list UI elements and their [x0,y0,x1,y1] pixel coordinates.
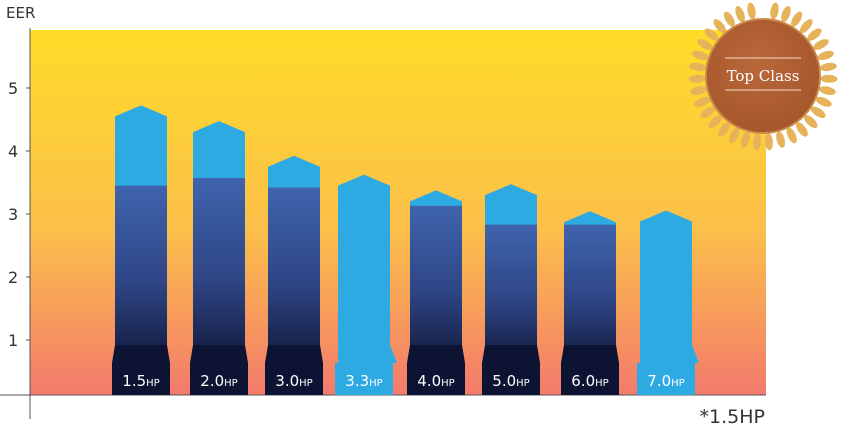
laurel-leaf [813,39,829,50]
laurel-leaf [804,115,818,129]
bar-base [338,345,397,363]
bar-dark [115,185,167,363]
bar-light [268,155,320,189]
badge-circle [705,18,821,134]
category-label: 1.5HP [122,372,159,390]
laurel-leaf [708,115,722,129]
y-tick-label: 2 [8,268,18,287]
category-label-box [265,363,323,395]
laurel-leaf [735,6,745,23]
y-tick-label: 4 [8,142,18,161]
category-label: 5.0HP [492,372,529,390]
laurel-leaf [770,2,779,20]
laurel-leaf [764,133,773,151]
category-label-box [190,363,248,395]
bar-dark [564,224,616,363]
laurel-leaf [692,50,709,61]
laurel-leaf [713,19,727,34]
laurel-leaf [723,11,735,27]
laurel-leaf [810,106,826,119]
laurel-leaf [807,28,822,41]
y-tick-label: 1 [8,331,18,350]
laurel-leaf [795,122,808,137]
bar-light [485,184,537,226]
laurel-leaf [820,74,838,83]
bar-base [482,345,540,363]
bar-base [407,345,465,363]
laurel-leaf [817,50,834,61]
laurel-leaf [690,86,707,95]
laurel-leaf [753,133,762,151]
laurel-leaf [819,86,836,95]
bar-light [564,211,616,226]
bar-light [410,190,462,207]
laurel-leaf [718,122,731,137]
laurel-leaf [729,127,740,144]
laurel-leaf [786,127,797,144]
laurel-leaf [791,11,803,27]
bar-light [115,105,167,187]
footnote: *1.5HP [700,406,765,428]
laurel-leaf [819,62,837,72]
badge-label: Top Class [727,67,800,85]
bar-light [193,121,245,180]
bar-base [265,345,323,363]
category-label-box [561,363,619,395]
category-label-box [335,363,393,395]
bar-base [190,345,248,363]
category-label: 3.0HP [275,372,312,390]
bar-dark [485,224,537,363]
laurel-leaf [747,2,756,20]
category-label: 7.0HP [647,372,684,390]
y-tick-label: 5 [8,79,18,98]
category-label-box [407,363,465,395]
category-label: 6.0HP [571,372,608,390]
laurel-wreath-icon [688,2,838,151]
y-axis-label: EER [6,4,35,22]
bar-base [640,345,699,363]
laurel-leaf [697,39,713,50]
category-label-box [637,363,695,395]
laurel-leaf [704,28,719,41]
laurel-leaf [815,96,832,107]
category-label: 3.3HP [345,372,382,390]
bar-dark [410,205,462,363]
bar-dark [268,187,320,363]
laurel-leaf [688,74,706,83]
laurel-leaf [689,62,707,72]
laurel-leaf [700,106,716,119]
bar-base [112,345,170,363]
y-tick-label: 3 [8,205,18,224]
category-label-box [482,363,540,395]
laurel-leaf [781,6,791,23]
category-label: 4.0HP [417,372,454,390]
laurel-leaf [776,131,786,148]
bar-light [338,174,390,363]
bar-base [561,345,619,363]
category-label-box [112,363,170,395]
category-label: 2.0HP [200,372,237,390]
laurel-leaf [694,96,711,107]
bar-dark [193,178,245,363]
laurel-leaf [799,19,813,34]
bar-light [640,210,692,363]
laurel-leaf [740,131,750,148]
